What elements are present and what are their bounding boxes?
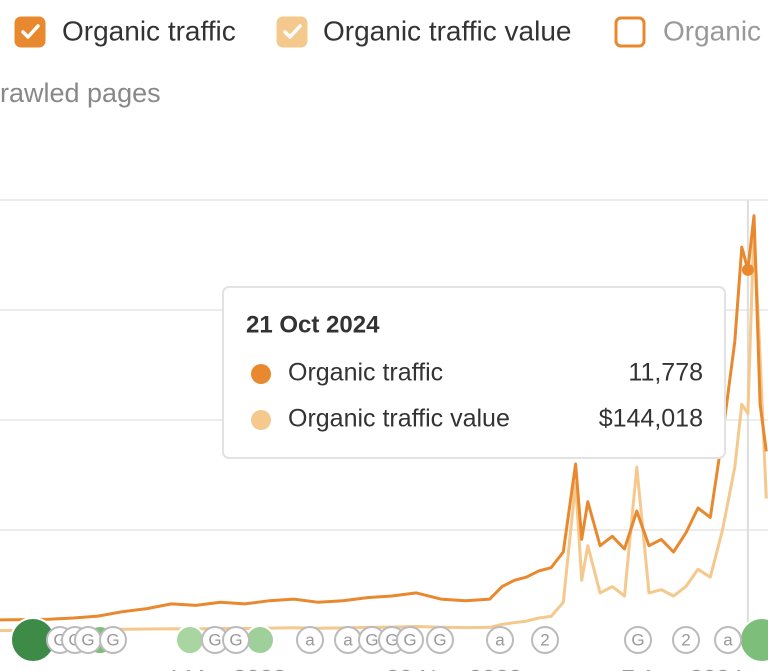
event-marker (624, 626, 652, 654)
legend-checkbox (276, 16, 308, 48)
tooltip-dot (251, 364, 271, 384)
chart-subtitle: rawled pages (0, 78, 161, 108)
legend-label: Organic traffic (62, 15, 236, 46)
event-label: G (403, 630, 416, 649)
tooltip: 21 Oct 2024 Organic traffic 11,778 Organic … (222, 286, 726, 459)
event-label: G (365, 630, 378, 649)
event-marker (99, 626, 127, 654)
event-marker (296, 626, 324, 654)
event-label: a (305, 630, 315, 649)
event-markers: GGGGGGaaGGGGa2G2a (10, 617, 768, 663)
tooltip-value: 11,778 (628, 359, 703, 387)
event-label: G (229, 630, 242, 649)
tooltip-name: Organic traffic (288, 359, 443, 387)
event-label: G (106, 630, 119, 649)
check-mark (21, 24, 40, 39)
tooltip-dot (251, 410, 271, 430)
event-marker (714, 626, 742, 654)
tooltip-name: Organic traffic value (288, 405, 510, 433)
event-dot (739, 617, 768, 663)
x-tick-label: 20 Nov 2023 (386, 665, 522, 671)
event-label: a (495, 630, 505, 649)
check-mark (283, 24, 302, 39)
legend-checkbox (614, 16, 646, 48)
event-marker (426, 626, 454, 654)
legend-label: Organic (663, 15, 761, 46)
x-tick-label: 4 Mar 2023 (165, 665, 286, 671)
series-line (0, 214, 768, 622)
legend-label: Organic traffic value (323, 15, 572, 46)
event-label: a (723, 630, 733, 649)
event-label: a (343, 630, 353, 649)
event-label: 2 (681, 630, 690, 649)
event-label: G (385, 630, 398, 649)
event-label: G (631, 630, 644, 649)
event-dot (175, 625, 205, 655)
tooltip-title: 21 Oct 2024 (246, 311, 380, 338)
event-marker (531, 626, 559, 654)
event-label: 2 (540, 630, 549, 649)
event-marker (672, 626, 700, 654)
event-marker (222, 626, 250, 654)
event-marker (396, 626, 424, 654)
highlight-point (741, 263, 754, 276)
tooltip-box (222, 286, 726, 459)
legend-checkbox (14, 16, 46, 48)
event-marker (486, 626, 514, 654)
event-label: G (208, 630, 221, 649)
x-tick-label: 7 Aug 2024 (622, 665, 743, 671)
tooltip-value: $144,018 (599, 405, 703, 433)
event-dot (245, 625, 275, 655)
event-label: G (81, 630, 94, 649)
event-label: G (433, 630, 446, 649)
